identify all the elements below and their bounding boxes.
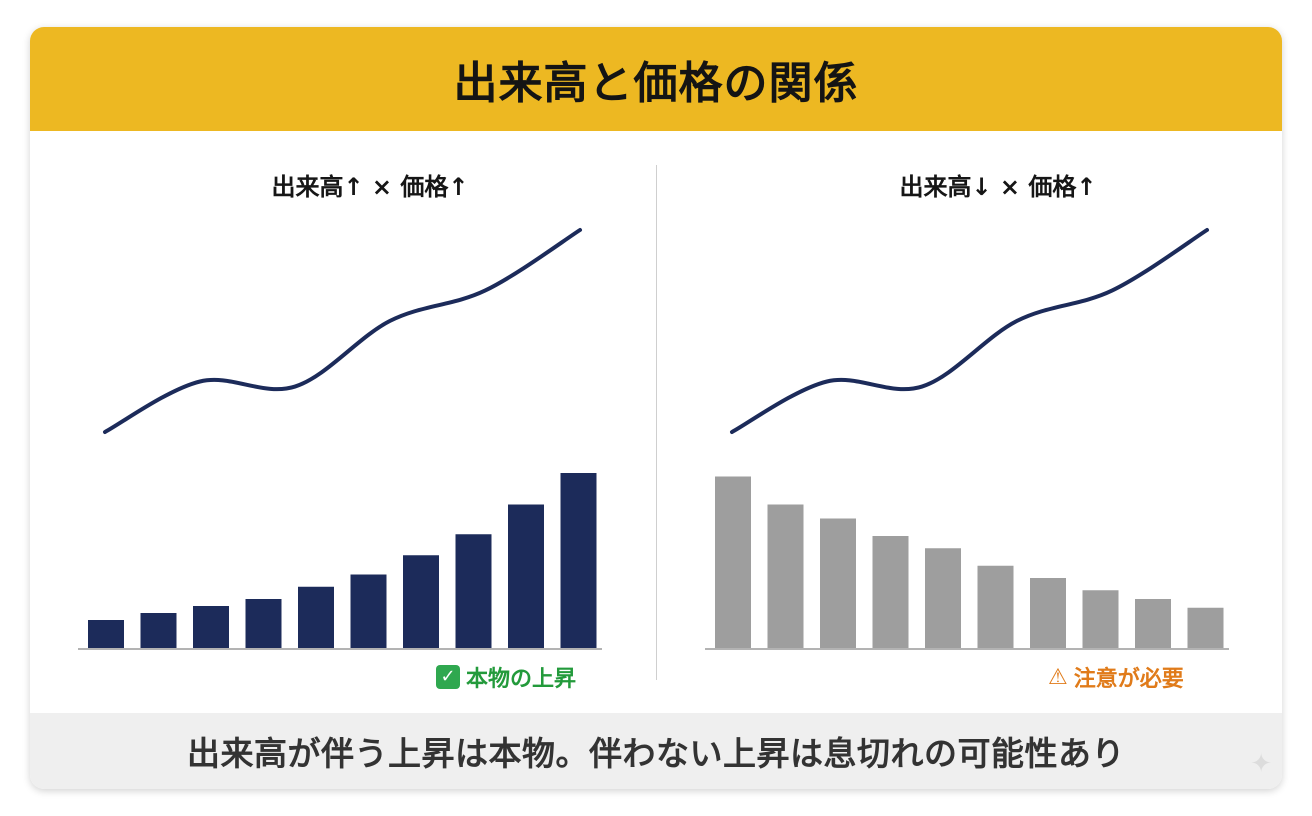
header-banner: 出来高と価格の関係: [30, 27, 1282, 131]
page-title: 出来高と価格の関係: [453, 58, 859, 109]
left-chart: [78, 228, 602, 650]
left-volume-bar: [508, 504, 544, 648]
left-volume-bar: [88, 620, 124, 648]
right-volume-bar: [1082, 590, 1119, 648]
right-volume-bar: [715, 476, 751, 648]
left-panel-title: 出来高↑ × 価格↑: [271, 173, 469, 201]
left-price-line: [103, 228, 582, 434]
left-volume-bar: [298, 586, 334, 648]
check-icon: ✓: [436, 665, 460, 689]
footer-banner: 出来高が伴う上昇は本物。伴わない上昇は息切れの可能性あり: [30, 713, 1282, 789]
infographic-card: 出来高と価格の関係 出来高↑ × 価格↑ 出来高↓ × 価格↑ ✓ 本物の上昇 …: [30, 27, 1282, 789]
footer-text: 出来高が伴う上昇は本物。伴わない上昇は息切れの可能性あり: [187, 734, 1125, 773]
left-volume-bar: [560, 473, 597, 648]
left-volume-bar: [193, 606, 229, 648]
sparkle-icon: ✦: [1250, 749, 1272, 779]
right-volume-bar: [1030, 578, 1066, 648]
right-volume-bar: [1135, 599, 1171, 648]
panel-divider: [656, 165, 657, 680]
left-volume-bar: [140, 613, 177, 648]
charts-svg: [78, 228, 1229, 650]
right-volume-bar: [977, 565, 1014, 648]
left-volume-bar: [245, 599, 282, 648]
left-volume-bar: [403, 555, 439, 648]
right-panel-title: 出来高↓ × 価格↑: [899, 173, 1097, 201]
right-volume-bar: [925, 548, 961, 648]
right-volume-bar: [767, 504, 804, 648]
right-status: ⚠ 注意が必要: [1048, 661, 1184, 693]
right-volume-bar: [820, 518, 856, 648]
left-status: ✓ 本物の上昇: [436, 661, 576, 693]
left-volume-bar: [350, 574, 387, 648]
warning-icon: ⚠: [1048, 664, 1068, 690]
right-price-line: [730, 228, 1209, 434]
right-chart: [705, 228, 1229, 650]
left-status-label: 本物の上昇: [466, 667, 577, 692]
left-volume-bar: [455, 534, 492, 648]
right-volume-bar: [1187, 607, 1224, 648]
right-volume-bar: [872, 536, 909, 648]
right-status-label: 注意が必要: [1073, 667, 1184, 692]
